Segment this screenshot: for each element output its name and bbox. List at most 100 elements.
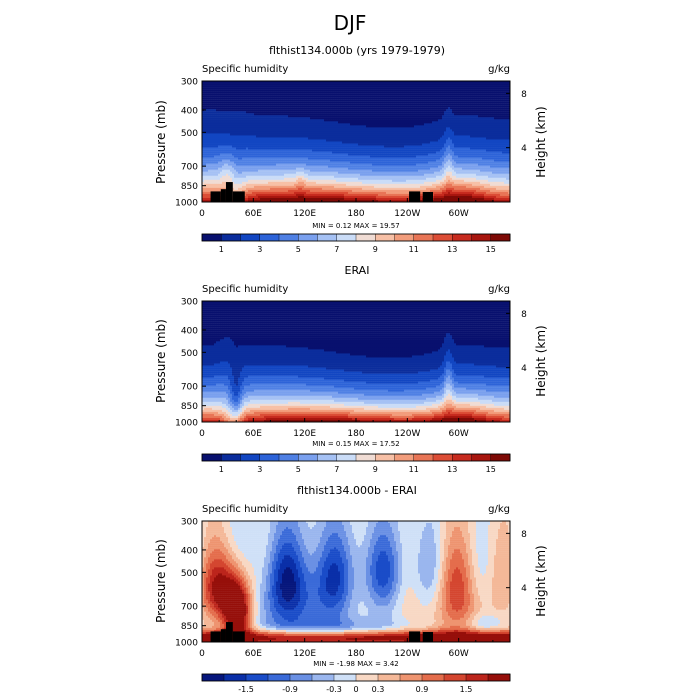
contour-cell [242, 83, 245, 86]
contour-cell [418, 143, 421, 146]
contour-cell [264, 117, 267, 120]
contour-cell [380, 139, 383, 142]
contour-cell [418, 109, 421, 112]
contour-cell [290, 95, 293, 98]
contour-cell [222, 105, 225, 108]
contour-cell [508, 105, 510, 108]
contour-cell [358, 133, 361, 136]
contour-cell [230, 111, 233, 114]
contour-cell [478, 137, 481, 140]
contour-cell [222, 89, 225, 92]
contour-cell [270, 95, 273, 98]
contour-cell [290, 113, 293, 116]
contour-cell [360, 137, 363, 140]
contour-cell [482, 81, 485, 84]
contour-cell [248, 105, 251, 108]
contour-cell [324, 143, 327, 146]
contour-cell [228, 135, 231, 138]
contour-cell [228, 87, 231, 90]
contour-cell [508, 131, 510, 134]
contour-cell [274, 93, 277, 96]
contour-cell [308, 105, 311, 108]
contour-cell [262, 127, 265, 130]
contour-cell [468, 141, 471, 144]
contour-cell [508, 117, 510, 120]
contour-cell [224, 97, 227, 100]
contour-cell [340, 135, 343, 138]
contour-cell [414, 97, 417, 100]
contour-cell [208, 129, 211, 132]
contour-cell [368, 85, 371, 88]
contour-cell [224, 119, 227, 122]
contour-cell [484, 131, 487, 134]
contour-cell [458, 133, 461, 136]
contour-cell [372, 81, 375, 84]
contour-cell [460, 111, 463, 114]
contour-cell [358, 139, 361, 142]
contour-cell [458, 139, 461, 142]
contour-cell [316, 139, 319, 142]
contour-cell [324, 113, 327, 116]
contour-cell [342, 115, 345, 118]
contour-cell [370, 81, 373, 84]
contour-cell [246, 89, 249, 92]
contour-cell [442, 101, 445, 104]
contour-cell [328, 107, 331, 110]
contour-cell [386, 81, 389, 84]
contour-cell [262, 101, 265, 104]
contour-cell [488, 133, 491, 136]
contour-cell [260, 83, 263, 86]
contour-cell [342, 117, 345, 120]
contour-cell [302, 103, 305, 106]
contour-cell [400, 109, 403, 112]
contour-cell [428, 113, 431, 116]
contour-cell [436, 137, 439, 140]
contour-cell [384, 107, 387, 110]
contour-cell [490, 115, 493, 118]
contour-cell [486, 117, 489, 120]
contour-cell [246, 97, 249, 100]
contour-cell [434, 135, 437, 138]
contour-cell [496, 89, 499, 92]
contour-cell [436, 135, 439, 138]
contour-cell [284, 99, 287, 102]
contour-cell [216, 119, 219, 122]
contour-cell [390, 113, 393, 116]
contour-cell [216, 115, 219, 118]
contour-cell [236, 145, 239, 148]
contour-cell [428, 127, 431, 130]
contour-cell [460, 103, 463, 106]
contour-cell [508, 83, 510, 86]
contour-cell [238, 105, 241, 108]
contour-cell [356, 143, 359, 146]
contour-cell [212, 129, 215, 132]
contour-cell [238, 89, 241, 92]
contour-cell [278, 127, 281, 130]
contour-cell [396, 141, 399, 144]
contour-cell [346, 111, 349, 114]
contour-cell [326, 113, 329, 116]
contour-cell [340, 117, 343, 120]
contour-cell [456, 143, 459, 146]
contour-cell [396, 115, 399, 118]
contour-cell [268, 97, 271, 100]
contour-cell [328, 117, 331, 120]
contour-cell [214, 123, 217, 126]
contour-cell [490, 139, 493, 142]
contour-cell [270, 91, 273, 94]
contour-cell [476, 119, 479, 122]
contour-cell [392, 123, 395, 126]
contour-cell [404, 93, 407, 96]
contour-cell [506, 121, 509, 124]
contour-cell [476, 131, 479, 134]
contour-cell [204, 111, 207, 114]
contour-cell [390, 87, 393, 90]
contour-cell [480, 83, 483, 86]
contour-cell [304, 103, 307, 106]
contour-cell [374, 93, 377, 96]
contour-cell [488, 83, 491, 86]
contour-cell [426, 123, 429, 126]
contour-cell [304, 109, 307, 112]
contour-cell [218, 141, 221, 144]
contour-cell [216, 91, 219, 94]
